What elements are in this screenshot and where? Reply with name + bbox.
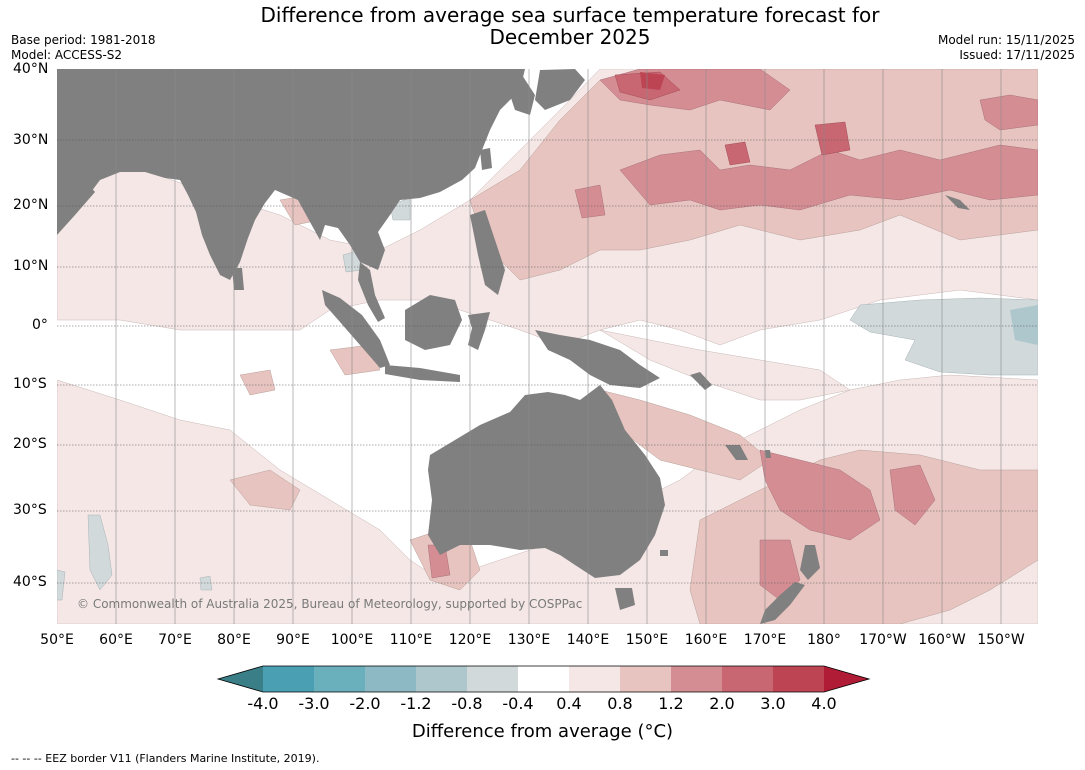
- lon-label-90e: 90°E: [276, 632, 310, 648]
- lat-label-40n: 40°N: [13, 61, 49, 77]
- lat-label-20n: 20°N: [13, 197, 49, 213]
- colorbar-bin-2: [314, 666, 365, 692]
- colorbar-bin-11: [773, 666, 824, 692]
- colorbar-tick: -4.0: [247, 694, 279, 713]
- colorbar-bin-9: [671, 666, 722, 692]
- colorbar-extend-low: [218, 666, 263, 692]
- lon-label-170w: 170°W: [859, 632, 907, 648]
- lat-label-40s: 40°S: [13, 574, 47, 590]
- anomaly-3.0-4.0: [640, 72, 665, 90]
- lon-label-150w: 150°W: [977, 632, 1025, 648]
- lat-label-10s: 10°S: [13, 376, 47, 392]
- colorbar-tick: 0.8: [607, 694, 633, 713]
- colorbar-tick: -0.8: [451, 694, 483, 713]
- colorbar-tick: 3.0: [760, 694, 786, 713]
- lon-label-170e: 170°E: [743, 632, 787, 648]
- colorbar-bin-7: [569, 666, 620, 692]
- meta-left: Base period: 1981-2018 Model: ACCESS-S2: [11, 33, 156, 63]
- eez-footnote: -- -- -- EEZ border V11 (Flanders Marine…: [11, 752, 320, 765]
- base-period: Base period: 1981-2018: [11, 33, 156, 47]
- colorbar-tick: -2.0: [349, 694, 381, 713]
- lon-label-150e: 150°E: [625, 632, 669, 648]
- lon-label-110e: 110°E: [389, 632, 433, 648]
- cool-anomaly-deeper: [1010, 305, 1038, 345]
- model-name: Model: ACCESS-S2: [11, 48, 123, 62]
- colorbar-outline: [216, 665, 871, 693]
- meta-right: Model run: 15/11/2025 Issued: 17/11/2025: [938, 33, 1075, 63]
- colorbar-bin-5: [467, 666, 518, 692]
- colorbar-bin-1: [263, 666, 314, 692]
- colorbar-tick: -1.2: [400, 694, 432, 713]
- colorbar-bin-6: [518, 666, 569, 692]
- colorbar-tick: 4.0: [811, 694, 837, 713]
- lon-label-70e: 70°E: [158, 632, 192, 648]
- longitude-lines: [115, 69, 1002, 624]
- lon-label-60e: 60°E: [99, 632, 133, 648]
- model-run: Model run: 15/11/2025: [937, 33, 1075, 47]
- colorbar-bin-4: [416, 666, 467, 692]
- title-line-2: December 2025: [489, 25, 651, 49]
- colorbar-bin-10: [722, 666, 773, 692]
- lon-label-100e: 100°E: [330, 632, 374, 648]
- colorbar-extend-high: [824, 666, 869, 692]
- copyright-notice: © Commonwealth of Australia 2025, Bureau…: [77, 597, 583, 611]
- colorbar-bin-8: [620, 666, 671, 692]
- lon-label-120e: 120°E: [448, 632, 492, 648]
- lon-label-160w: 160°W: [918, 632, 966, 648]
- latitude-lines: [57, 139, 1038, 584]
- lat-label-10n: 10°N: [13, 258, 49, 274]
- colorbar-tick: -0.4: [502, 694, 534, 713]
- colorbar-tick: 0.4: [556, 694, 582, 713]
- lat-label-0: 0°: [32, 317, 48, 333]
- issued-date: Issued: 17/11/2025: [959, 48, 1075, 62]
- colorbar-bin-3: [365, 666, 416, 692]
- colorbar: [216, 665, 871, 693]
- colorbar-title: Difference from average (°C): [411, 721, 674, 742]
- lon-label-180: 180°: [807, 632, 841, 648]
- map-area: [57, 69, 1038, 624]
- lon-label-130e: 130°E: [507, 632, 551, 648]
- map-title: Difference from average sea surface temp…: [220, 4, 920, 48]
- title-line-1: Difference from average sea surface temp…: [260, 3, 880, 27]
- colorbar-tick: 2.0: [709, 694, 735, 713]
- land-masses: [57, 69, 970, 624]
- lat-label-30n: 30°N: [13, 132, 49, 148]
- colorbar-tick: 1.2: [658, 694, 684, 713]
- lon-label-140e: 140°E: [566, 632, 610, 648]
- colorbar-tick: -3.0: [298, 694, 330, 713]
- lat-label-30s: 30°S: [13, 502, 47, 518]
- lon-label-50e: 50°E: [40, 632, 74, 648]
- lat-label-20s: 20°S: [13, 436, 47, 452]
- lon-label-160e: 160°E: [684, 632, 728, 648]
- lon-label-80e: 80°E: [217, 632, 251, 648]
